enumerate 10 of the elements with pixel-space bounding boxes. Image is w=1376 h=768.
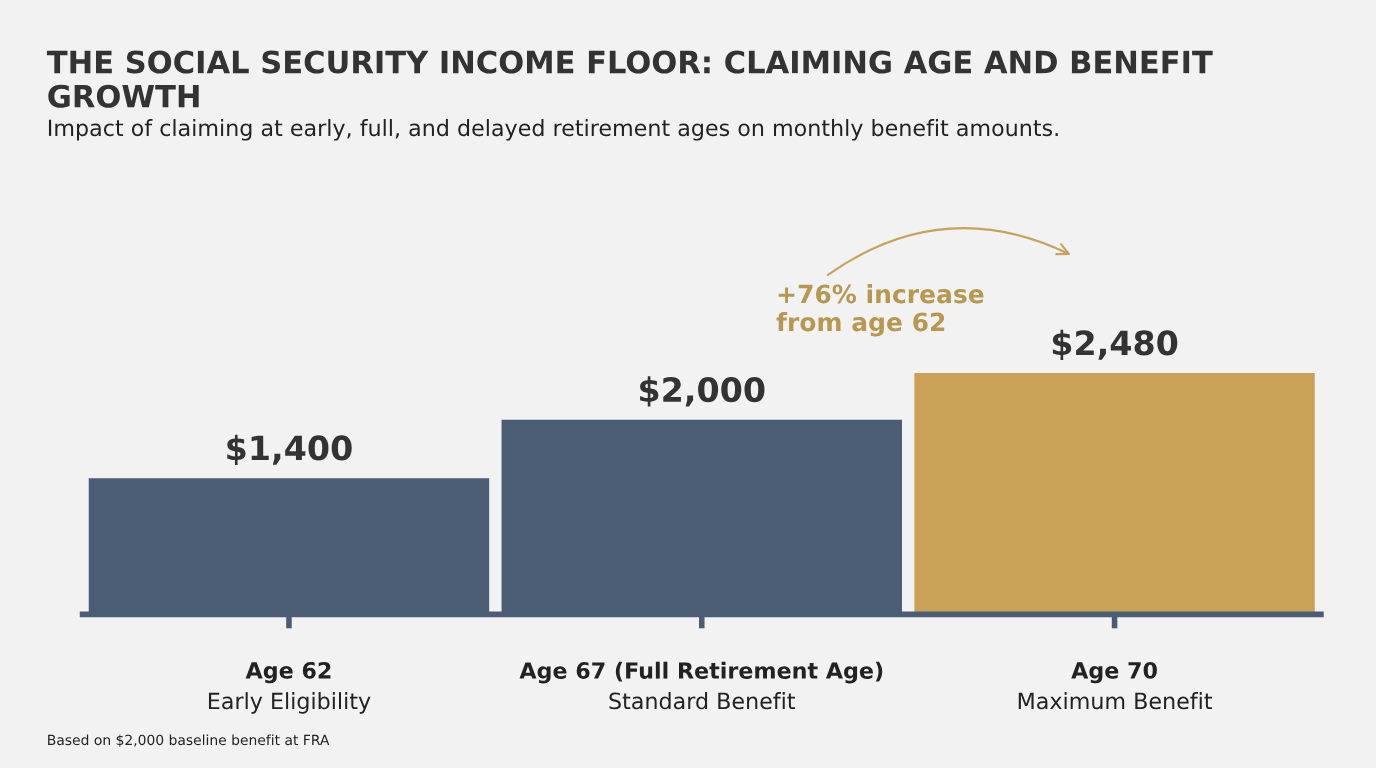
data-label: $2,480 — [1052, 329, 1178, 360]
chart-title: THE SOCIAL SECURITY INCOME FLOOR: CLAIMING AGE AND BENEFIT GROWTH — [46, 50, 1213, 108]
x-tick-label: Age 67 (Full Retirement Age) Standard Benefit — [519, 661, 883, 710]
text: Based on $2,000 baseline benefit at FRA — [48, 734, 330, 747]
text: +76% increase from age 62 — [776, 284, 984, 337]
chart-subtitle: Impact of claiming at early, full, and delayed retirement ages on monthly benefit amounts. — [48, 119, 1058, 141]
x-tick-label: Age 62 Early Eligibility — [208, 661, 371, 714]
data-label: $2,000 — [640, 376, 765, 407]
x-tick-label: Age 70 Maximum Benefit — [1018, 661, 1212, 710]
data-label: $1,400 — [227, 434, 352, 465]
